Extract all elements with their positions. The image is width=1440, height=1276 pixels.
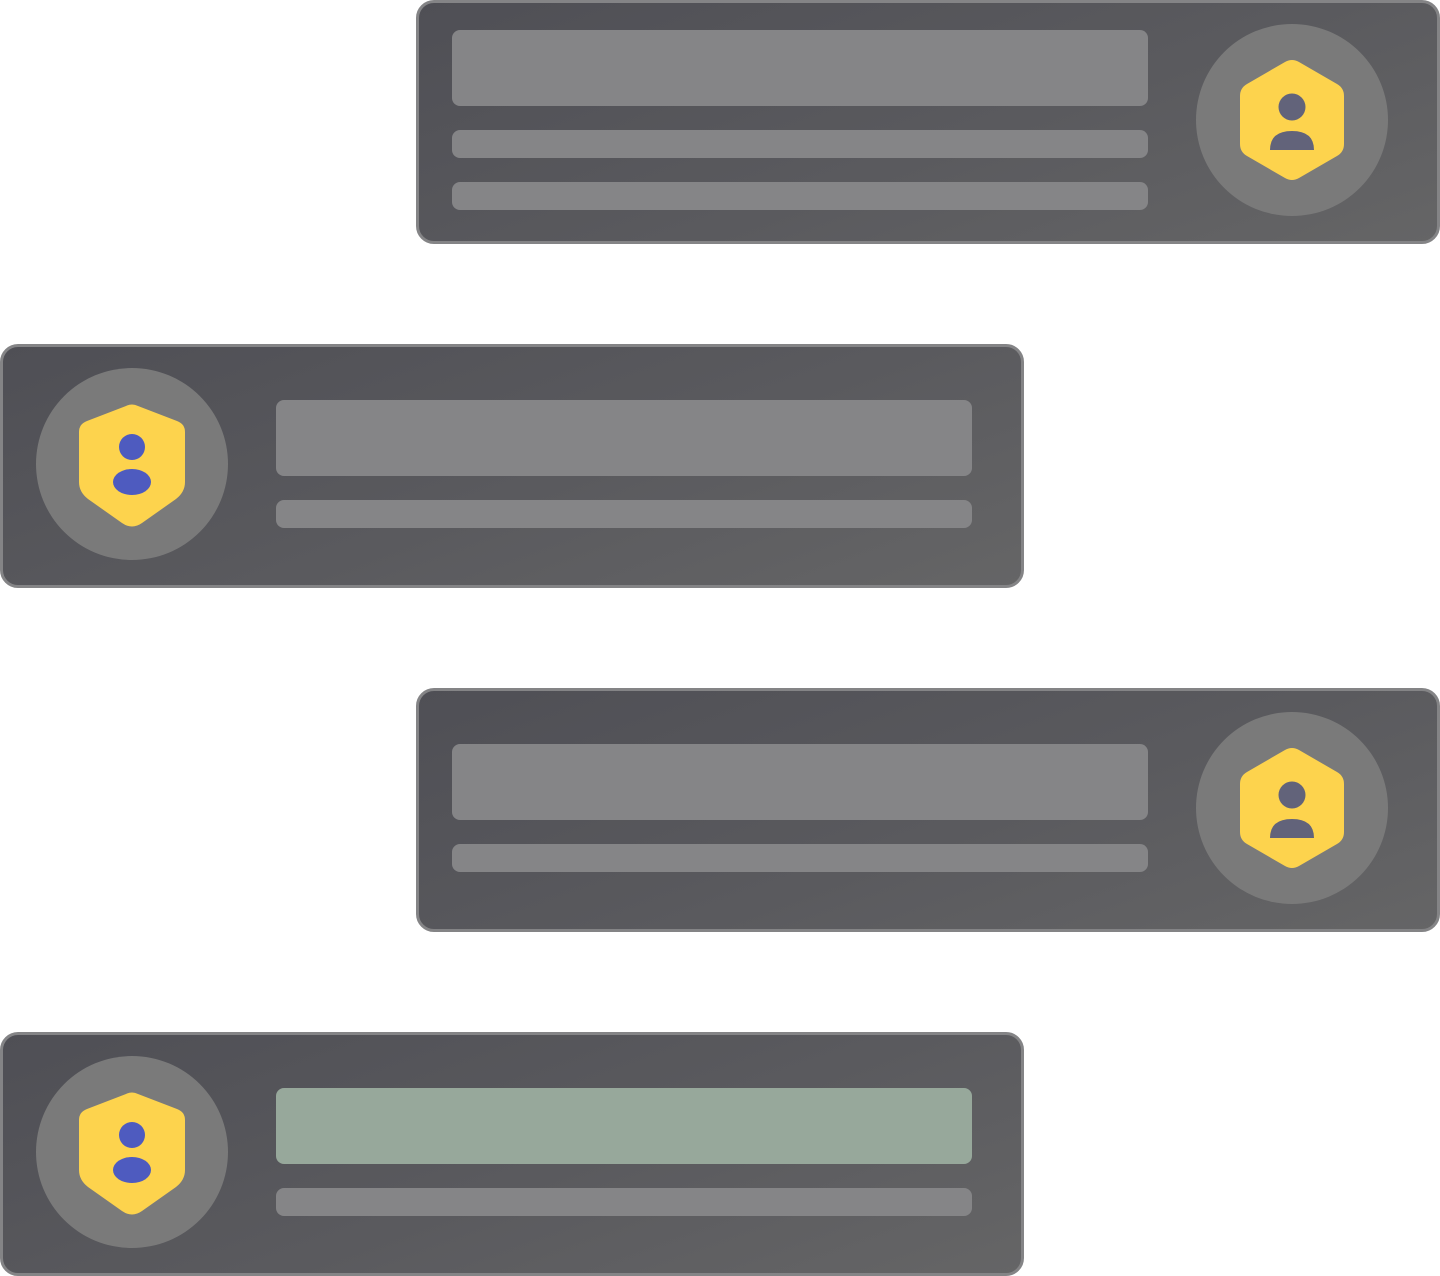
message-line-placeholder [452,130,1148,158]
avatar[interactable] [1196,712,1388,904]
message-line-placeholder [276,1188,972,1216]
message-bubble-1[interactable] [416,0,1440,244]
message-bubble-2[interactable] [0,344,1024,588]
message-line-placeholder [452,182,1148,210]
message-title-placeholder [276,400,972,476]
avatar[interactable] [1196,24,1388,216]
message-line-placeholder [452,844,1148,872]
message-title-placeholder [452,744,1148,820]
message-bubble-4[interactable] [0,1032,1024,1276]
avatar[interactable] [36,368,228,560]
avatar[interactable] [36,1056,228,1248]
message-title-highlighted [276,1088,972,1164]
shield-user-icon [79,404,185,527]
message-title-placeholder [452,30,1148,106]
hexagon-user-icon [1240,60,1344,180]
message-bubble-3[interactable] [416,688,1440,932]
hexagon-user-icon [1240,748,1344,868]
shield-user-icon [79,1092,185,1215]
message-line-placeholder [276,500,972,528]
